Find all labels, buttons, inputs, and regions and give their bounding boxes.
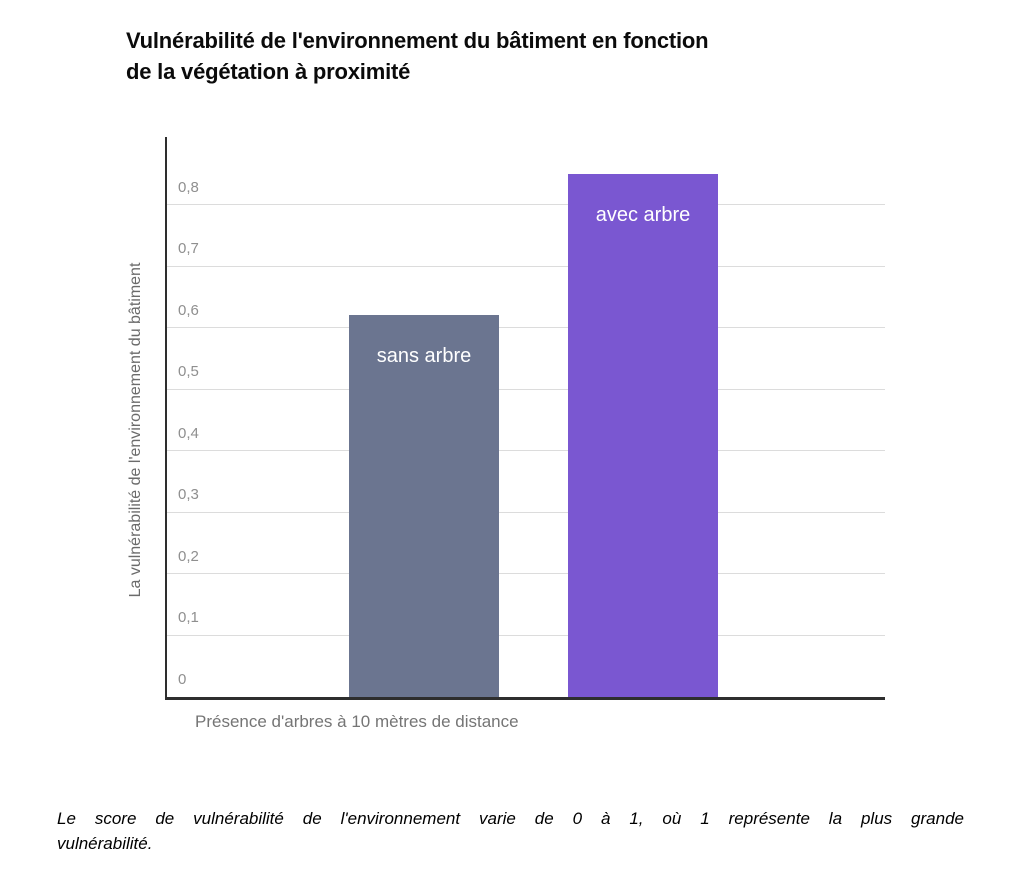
gridline-0,6 bbox=[167, 327, 885, 329]
plot-area: 0 0,1 0,2 0,3 0,4 0,5 0,6 0,7 0,8 sans arbre avec … bbox=[165, 137, 885, 700]
bar-avec-arbre: avec arbre bbox=[568, 174, 718, 697]
chart-title-line-2: de la végétation à proximité bbox=[126, 59, 411, 84]
gridline-0,7 bbox=[167, 265, 885, 267]
gridline-0,4 bbox=[167, 450, 885, 452]
chart-title: Vulnérabilité de l'environnement du bâti… bbox=[126, 25, 916, 87]
y-tick-label-0,5: 0,5 bbox=[178, 363, 199, 381]
gridline-0,1 bbox=[167, 634, 885, 636]
bar-sans-arbre: sans arbre bbox=[349, 315, 499, 697]
footnote-line-2: vulnérabilité. bbox=[57, 834, 153, 853]
y-tick-label-0,1: 0,1 bbox=[178, 609, 199, 627]
y-tick-label-0,2: 0,2 bbox=[178, 547, 199, 565]
y-tick-label-0,6: 0,6 bbox=[178, 301, 199, 319]
bar-label-avec-arbre: avec arbre bbox=[595, 204, 691, 226]
footnote: Le score de vulnérabilité de l'environne… bbox=[57, 806, 964, 856]
y-axis-title: La vulnérabilité de l'environnement du b… bbox=[127, 262, 144, 598]
y-tick-label-0: 0 bbox=[178, 671, 187, 688]
y-tick-label-0,8: 0,8 bbox=[178, 178, 199, 196]
gridline-0,2 bbox=[167, 573, 885, 575]
x-axis-title: Présence d'arbres à 10 mètres de distanc… bbox=[195, 712, 519, 731]
gridline-0,3 bbox=[167, 511, 885, 513]
y-tick-label-0,4: 0,4 bbox=[178, 424, 199, 442]
footnote-line-1: Le score de vulnérabilité de l'environne… bbox=[57, 809, 964, 828]
gridline-0,5 bbox=[167, 388, 885, 390]
y-tick-label-0,3: 0,3 bbox=[178, 486, 199, 504]
chart-title-line-1: Vulnérabilité de l'environnement du bâti… bbox=[126, 28, 709, 53]
gridline-0,8 bbox=[167, 204, 885, 206]
bar-label-sans-arbre: sans arbre bbox=[376, 345, 472, 367]
y-tick-label-0,7: 0,7 bbox=[178, 240, 199, 258]
